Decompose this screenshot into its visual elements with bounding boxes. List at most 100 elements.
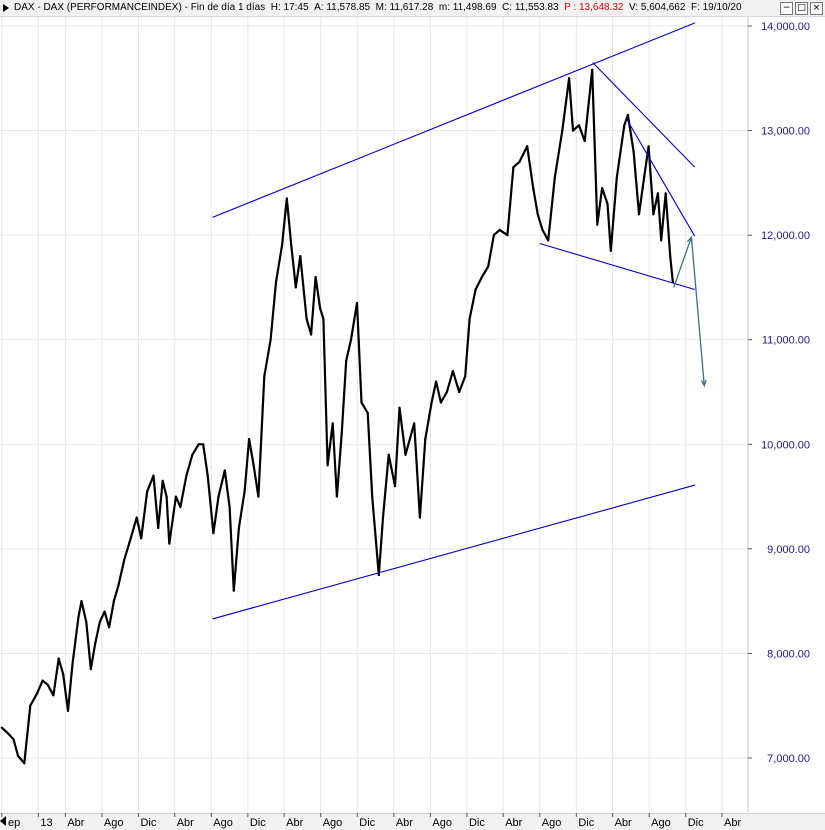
price-point [66,709,70,713]
x-tick-label: Ago [542,817,562,829]
price-point [480,275,484,279]
price-point [626,113,629,116]
channel-lower-trendline[interactable] [212,484,696,620]
price-point [232,589,235,592]
y-tick-label: 13,000.00 [761,126,810,138]
window-restore-icon[interactable]: □ [795,2,808,15]
x-tick-label: Dic [578,817,594,829]
price-point [340,432,343,435]
y-tick-label: 10,000.00 [761,439,810,451]
price-point [451,369,454,373]
channel-upper-trendline[interactable] [212,22,696,218]
x-tick-label: Dic [359,817,375,829]
price-point [360,401,363,404]
price-point [129,537,132,540]
price-point [387,453,390,456]
x-tick-label: Dic [140,817,156,829]
price-point [434,380,438,383]
x-tick-label: Abr [177,817,194,829]
price-point [6,731,9,735]
price-point [12,738,15,741]
price-point [637,213,641,216]
price-point [532,186,535,190]
price-point [94,641,97,645]
price-point [583,139,586,143]
price-point [591,68,594,72]
price-point [335,495,338,498]
price-point [237,526,240,530]
forecast-arrowhead-down [700,379,707,388]
price-point [168,542,171,545]
chart-header: DAX - DAX (PERFORMANCEINDEX) - Fin de dí… [0,0,825,17]
y-tick-label: 7,000.00 [767,753,810,765]
price-point [468,317,471,320]
period-label: Fin de día 1 días [190,2,266,13]
price-point [526,145,529,148]
x-tick-label: Ago [651,817,671,829]
price-point [377,573,380,577]
falling-resistance-2-trendline[interactable] [626,119,696,237]
price-point [458,390,461,394]
price-point [247,437,251,441]
price-point [498,228,501,232]
price-point [263,375,266,378]
y-tick-label: 8,000.00 [767,648,810,660]
price-point [117,584,120,587]
price-point [36,692,39,695]
x-tick-label: Ago [213,817,233,829]
window-minimize-icon[interactable]: − [780,2,793,15]
price-point [98,620,101,624]
menu-triangle-icon[interactable] [3,4,9,12]
price-point [568,77,571,80]
x-tick-label: Dic [250,817,266,829]
close-value: C: 11,553.83 [502,2,559,13]
price-point [418,516,421,519]
price-point [85,620,88,624]
low-value: m: 11,498.69 [438,2,497,13]
price-point [310,333,313,336]
price-point [512,166,515,169]
price-point [280,244,284,247]
open-value: A: 11,578.85 [314,2,371,13]
price-point [326,464,329,467]
scroll-left-icon[interactable] [0,816,6,826]
price-point [393,485,397,488]
price-point [152,474,155,477]
price-point [62,673,65,676]
price-point [257,495,260,498]
price-point [601,186,604,190]
wedge-support-trendline[interactable] [539,242,695,291]
price-point [424,437,427,441]
price-point [165,495,168,498]
price-series-line [1,68,674,765]
y-tick-label: 14,000.00 [761,21,810,33]
falling-resistance-1-trendline[interactable] [592,62,696,168]
price-point [664,192,667,195]
price-point [322,317,325,320]
price-point [157,526,160,530]
x-tick-label: Ago [432,817,452,829]
x-tick-label: Abr [396,817,413,829]
price-point [299,254,302,258]
price-point [174,495,178,498]
price-point [274,281,278,284]
price-point [506,234,509,237]
price-point [553,176,556,179]
x-tick-label: Abr [615,817,632,829]
price-point [252,464,255,467]
price-point [29,704,32,707]
window-close-icon[interactable]: × [810,2,823,15]
price-point [464,375,467,378]
price-point [135,516,138,519]
price-point [606,202,609,205]
price-point [355,302,359,305]
price-point [112,600,115,603]
price-point [609,249,612,252]
price-point [212,532,215,535]
time-value: H: 17:45 [270,2,309,13]
quote-summary: DAX - DAX (PERFORMANCEINDEX) - Fin de dí… [14,2,742,13]
symbol-label: DAX - DAX (PERFORMANCEINDEX) [14,2,182,13]
forecast-arrow[interactable] [673,236,705,386]
